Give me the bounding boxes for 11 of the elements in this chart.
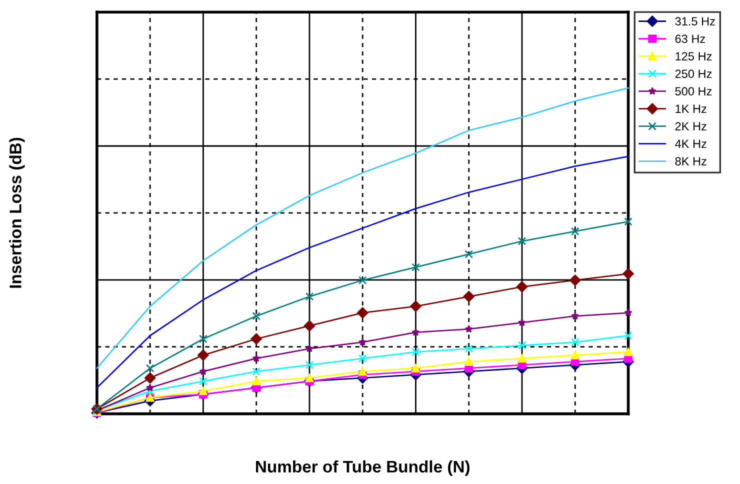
legend-label: 125 Hz (676, 52, 712, 60)
x-axis-title: Number of Tube Bundle (N) (256, 460, 470, 476)
legend-label: 4K Hz (675, 140, 706, 148)
legend-label: 8K Hz (675, 157, 706, 166)
legend-label: 63 Hz (675, 34, 706, 43)
legend-label: 250 Hz (675, 70, 712, 78)
legend-label: 500 Hz (675, 87, 712, 96)
legend-label: 1K Hz (676, 104, 706, 113)
legend-label: 2K Hz (675, 122, 706, 130)
legend-label: 31.5 Hz (675, 17, 715, 26)
y-axis-title: Insertion Loss (dB) (9, 138, 25, 288)
